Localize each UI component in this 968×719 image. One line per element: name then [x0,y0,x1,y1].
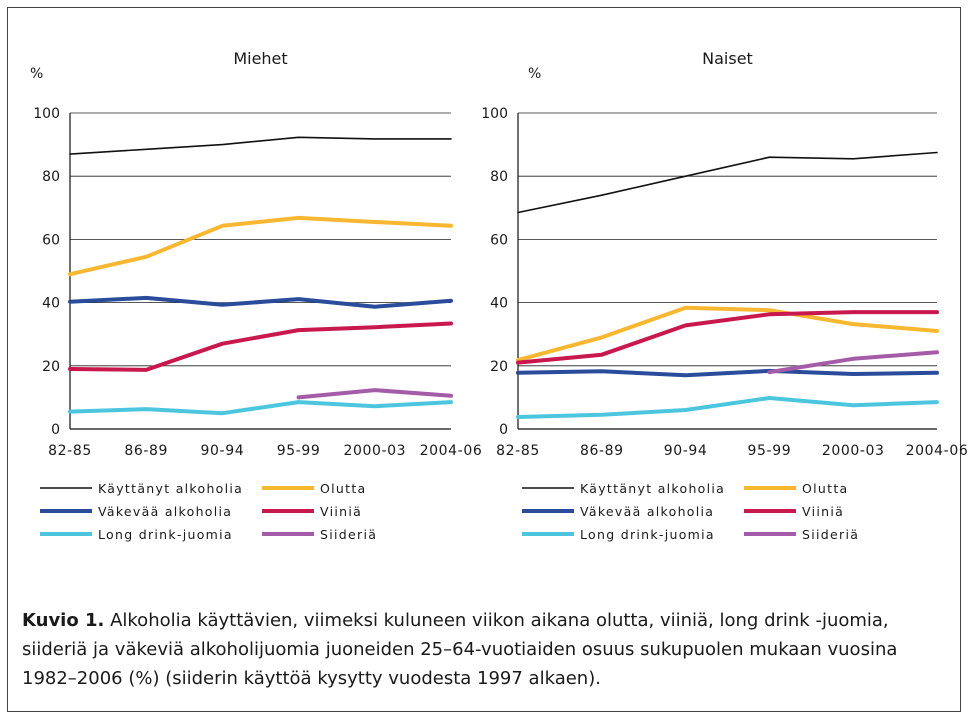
panel2-title: Naiset [702,49,753,68]
panel1-x-tick-label: 2004-06 [420,443,483,459]
panel1-y-tick-label: 60 [42,232,60,248]
panel2-x-tick-label: 86-89 [580,443,624,459]
panel1-y-tick-label: 40 [42,296,60,312]
panel2-series-line-olutta [516,305,939,363]
panel1-x-tick-label: 95-99 [277,443,321,459]
panel2-series-line-k-ytt-nyt-alkoholia [517,151,938,214]
panel2-series-line-v-kev-alkoholia [516,368,939,378]
panel2-y-tick-label: 40 [490,296,508,312]
panel1-series-line-siideri [296,388,453,400]
panel2-x-tick-label: 95-99 [748,443,792,459]
panel1-y-tick-label: 100 [33,106,60,122]
panel1-x-tick-label: 82-85 [48,443,92,459]
panel1-series-line-k-ytt-nyt-alkoholia [69,136,452,155]
panel2-legend-label: Väkevää alkoholia [580,504,714,519]
panel1-x-tick-label: 86-89 [124,443,168,459]
panel2-legend-label: Olutta [802,481,849,496]
panel1-legend-label: Käyttänyt alkoholia [98,481,243,496]
panel1-y-tick-label: 0 [51,422,60,438]
panel2-legend-label: Viiniä [802,504,844,519]
panel1-legend-label: Long drink-juomia [98,527,233,542]
panel1-legend-label: Viiniä [320,504,362,519]
panel2-x-tick-label: 82-85 [496,443,540,459]
panel1-legend-label: Väkevää alkoholia [98,504,232,519]
panel2-x-tick-label: 90-94 [664,443,708,459]
panel2-y-tick-label: 100 [481,106,508,122]
panel1-y-tick-label: 20 [42,359,60,375]
panel2-y-tick-label: 20 [490,359,508,375]
panel2-x-tick-label: 2000-03 [822,443,885,459]
panel2-y-tick-label: 60 [490,232,508,248]
panel2-x-tick-label: 2004-06 [906,443,968,459]
panel1-x-tick-label: 2000-03 [343,443,406,459]
panel1-legend-label: Olutta [320,481,367,496]
panel1-y-unit-label: % [30,66,43,82]
panel2-legend-label: Long drink-juomia [580,527,715,542]
panel1-x-tick-label: 90-94 [201,443,245,459]
panel1-series-line-long-drink-juomia [68,400,453,416]
panel2-legend-label: Käyttänyt alkoholia [580,481,725,496]
panel2-y-unit-label: % [528,66,541,82]
panel2-series-line-siideri [767,350,939,375]
caption-text: Alkoholia käyttävien, viimeksi kuluneen … [22,610,898,689]
figure-frame [7,7,961,712]
panel1-y-tick-label: 80 [42,169,60,185]
panel2-series-line-viini [516,310,939,365]
panel2-series-line-long-drink-juomia [516,396,939,419]
figure-caption: Kuvio 1. Alkoholia käyttävien, viimeksi … [22,606,942,693]
panel1-series-line-olutta [68,215,453,277]
panel1-legend-label: Siideriä [320,527,377,542]
panel2-y-tick-label: 0 [499,422,508,438]
panel1-series-line-viini [68,321,453,372]
caption-label: Kuvio 1. [22,610,105,631]
panel1-title: Miehet [233,49,287,68]
panel2-legend-label: Siideriä [802,527,859,542]
panel2-y-tick-label: 80 [490,169,508,185]
panel1-series-line-v-kev-alkoholia [68,295,453,309]
